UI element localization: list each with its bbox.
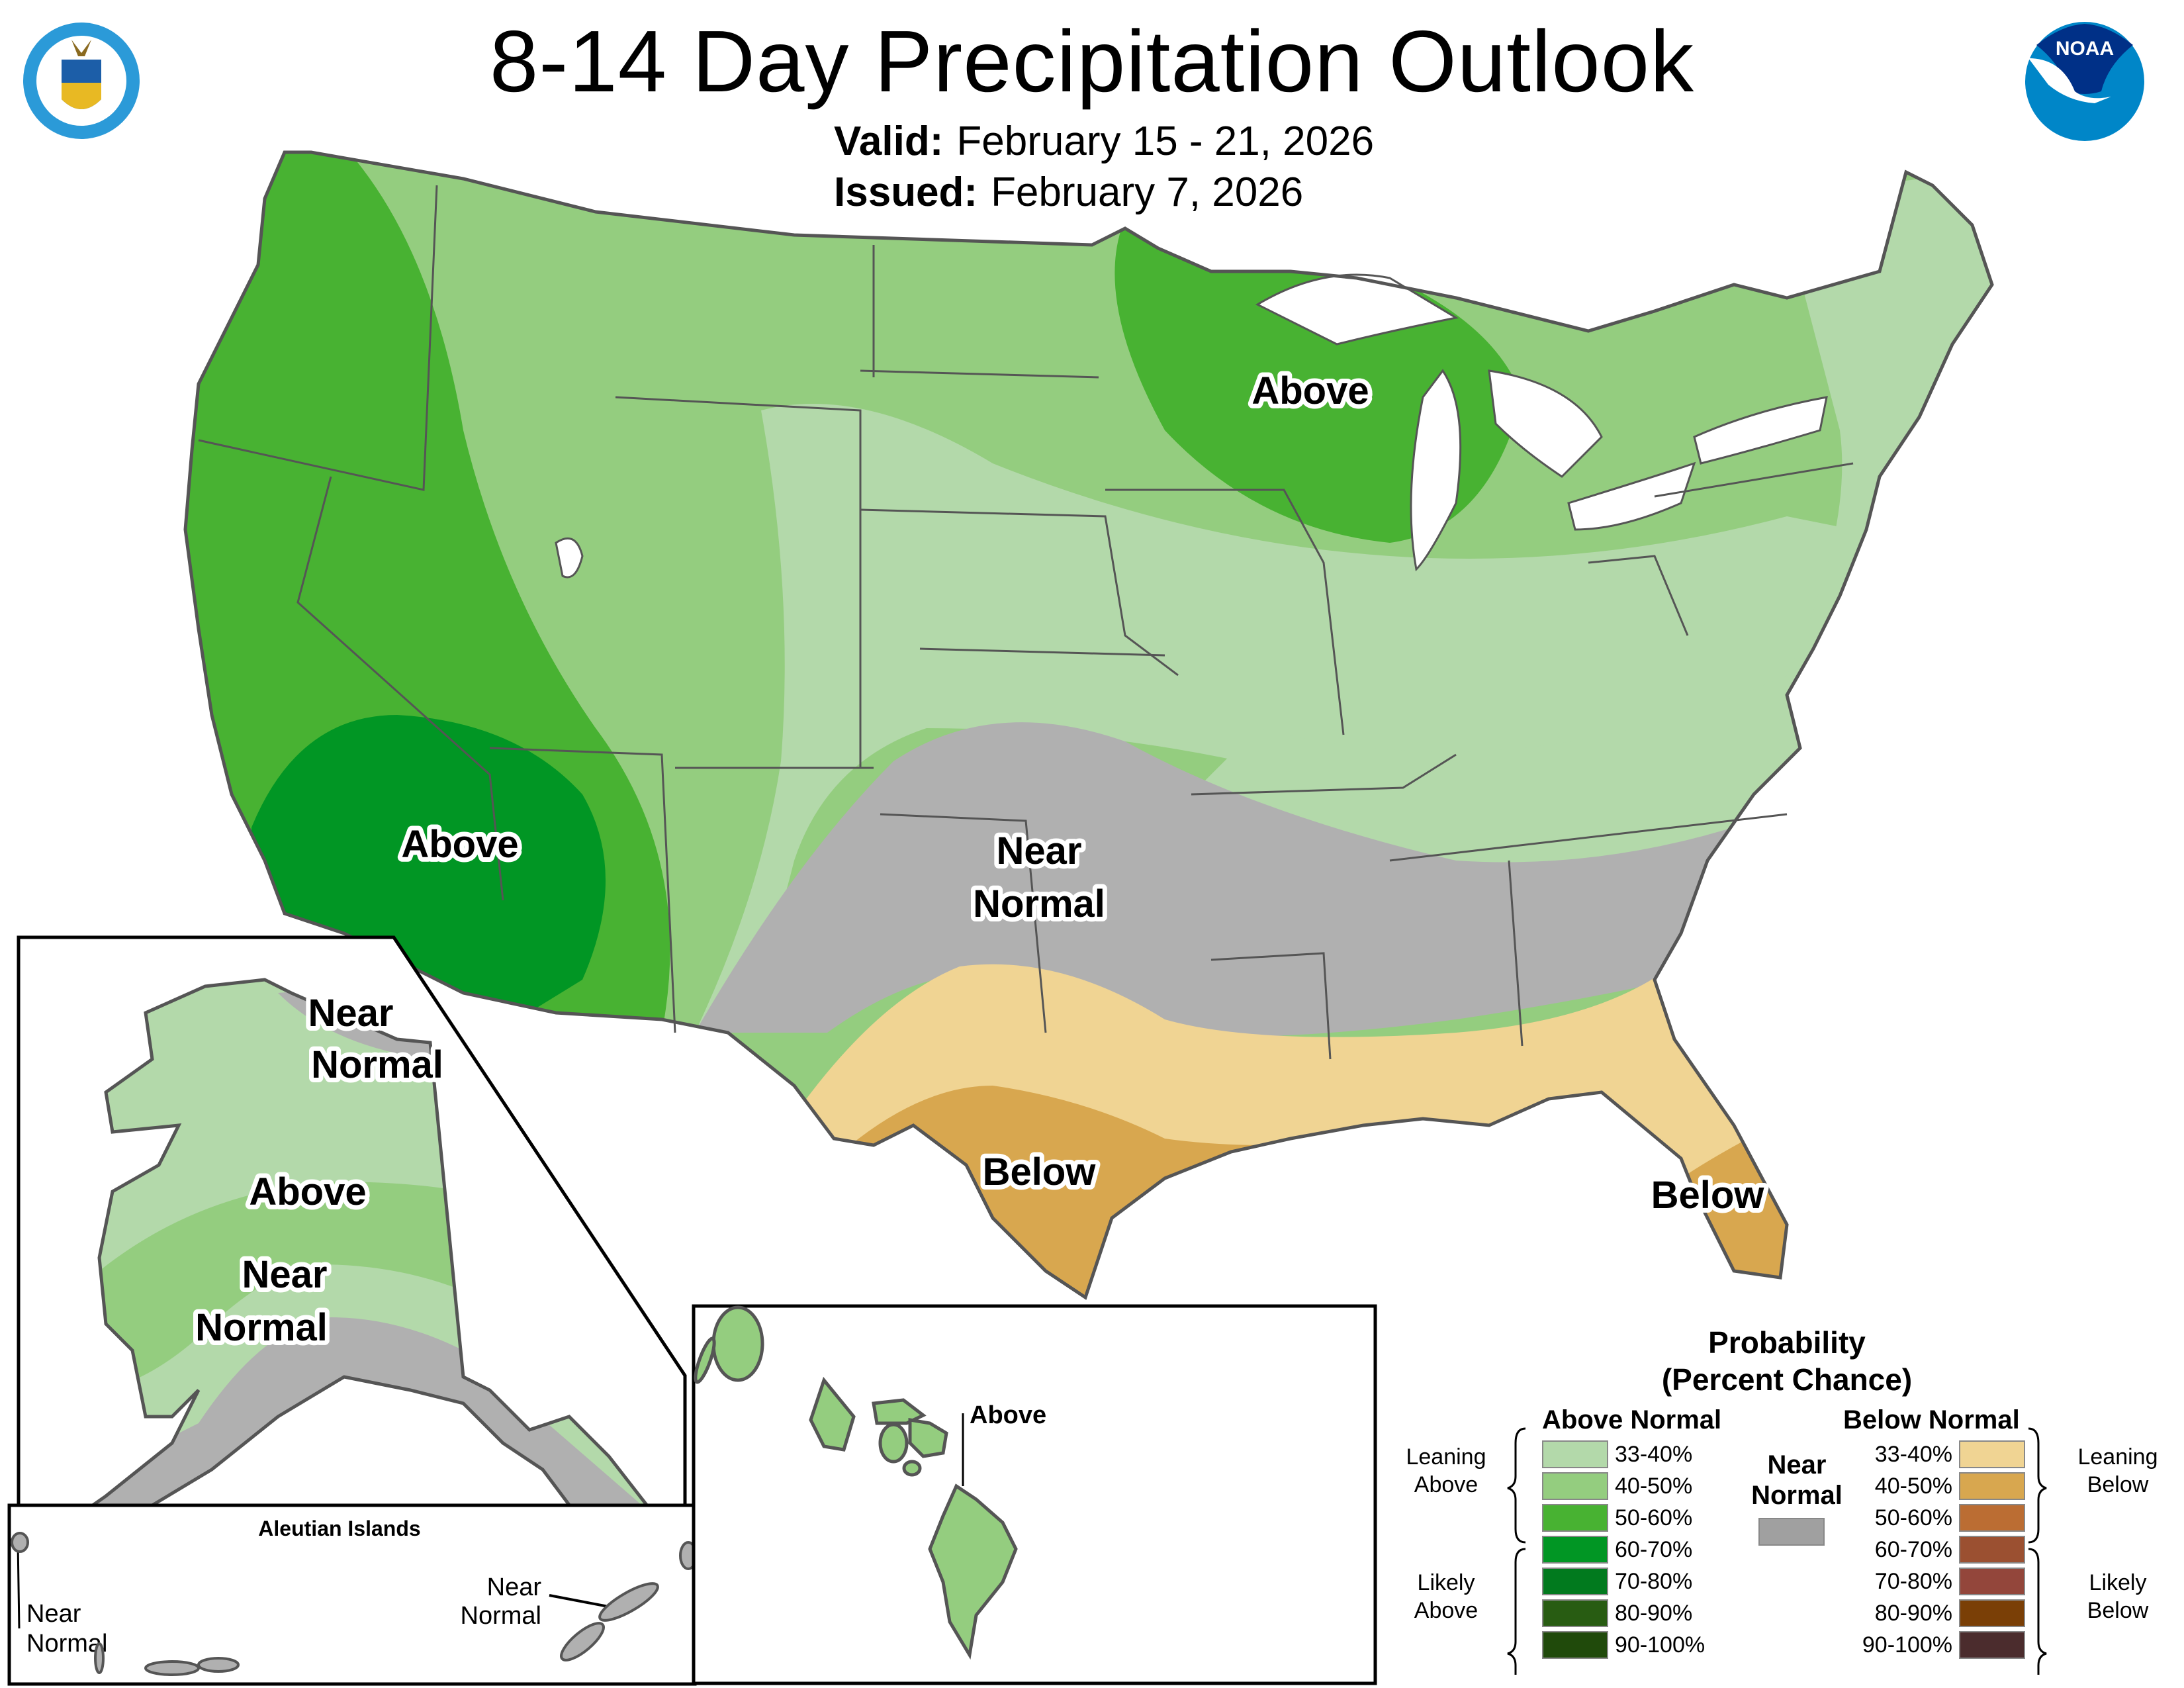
label-ak-near-normal-2: Normal <box>311 1043 443 1086</box>
page-title: 8-14 Day Precipitation Outlook <box>489 13 1695 110</box>
hawaii-label-above: Above <box>970 1401 1046 1429</box>
valid-label: Valid: <box>834 118 944 164</box>
svg-text:NOAA: NOAA <box>2056 38 2114 60</box>
label-near-normal-plains-2: Normal <box>973 882 1105 925</box>
label-ak-near-normal-4: Normal <box>195 1306 328 1349</box>
aleutian-label-east-1: Near <box>487 1573 542 1601</box>
label-ak-above: Above <box>249 1170 366 1213</box>
issued-label: Issued: <box>834 169 978 215</box>
aleutian-label-west-1: Near <box>26 1600 81 1628</box>
hawaii-inset: Above <box>692 1304 1377 1685</box>
label-ak-near-normal-1: Near <box>308 992 394 1035</box>
noaa-logo-icon: NOAA <box>2025 22 2144 141</box>
label-near-normal-plains-1: Near <box>997 829 1082 872</box>
aleutian-label-east-2: Normal <box>461 1602 541 1630</box>
label-above-upper-midwest: Above <box>1251 369 1369 412</box>
label-below-florida: Below <box>1651 1174 1765 1217</box>
aleutian-title: Aleutian Islands <box>258 1517 420 1540</box>
valid-dates: Valid: February 15 - 21, 2026 <box>834 118 1374 165</box>
conus-outline <box>183 150 1994 1300</box>
issued-date: Issued: February 7, 2026 <box>834 169 1303 216</box>
label-ak-near-normal-3: Near <box>242 1253 328 1296</box>
aleutian-inset: Aleutian Islands Near Normal Near Normal <box>7 1503 698 1686</box>
label-above-southwest: Above <box>401 823 518 866</box>
issued-value: February 7, 2026 <box>991 169 1304 215</box>
aleutian-label-west-2: Normal <box>26 1630 107 1658</box>
alaska-inset: Near Normal Above Near Normal <box>17 935 687 1516</box>
label-below-texas: Below <box>983 1150 1097 1194</box>
valid-value: February 15 - 21, 2026 <box>956 118 1375 164</box>
commerce-seal-icon <box>23 23 140 139</box>
